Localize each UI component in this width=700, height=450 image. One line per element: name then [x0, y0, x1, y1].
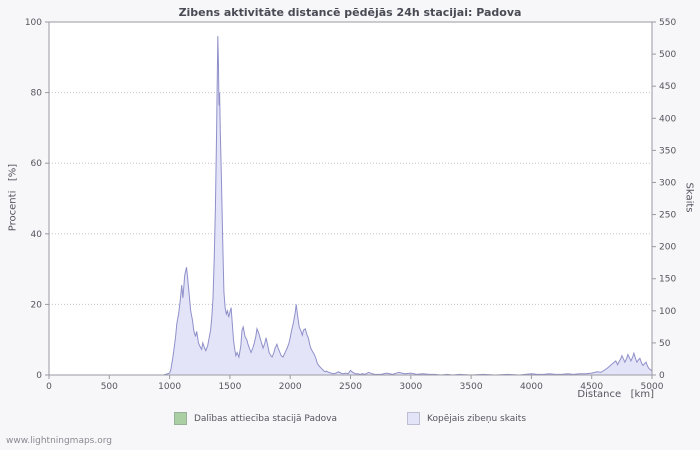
svg-text:40: 40: [31, 230, 43, 240]
svg-text:20: 20: [31, 300, 43, 310]
legend-label-total-count: Kopējais zibeņu skaits: [427, 413, 527, 424]
svg-text:1500: 1500: [218, 382, 241, 392]
svg-text:4000: 4000: [520, 382, 543, 392]
legend-item-ratio: Dalības attiecība stacijā Padova: [173, 412, 338, 425]
lightningmaps-link[interactable]: www.lightningmaps.org: [6, 436, 112, 446]
svg-text:100: 100: [659, 307, 676, 317]
legend-swatch-total-count: [407, 412, 421, 425]
svg-text:2500: 2500: [339, 382, 362, 392]
svg-text:300: 300: [659, 178, 676, 188]
svg-text:1000: 1000: [158, 382, 181, 392]
legend-label-ratio: Dalības attiecība stacijā Padova: [193, 413, 338, 424]
svg-text:500: 500: [659, 50, 676, 60]
chart-legend: Dalības attiecība stacijā Padova Kopējai…: [0, 412, 700, 425]
y-axis-label-right: Skaits: [683, 182, 695, 213]
svg-text:80: 80: [31, 89, 43, 99]
x-axis-label: Distance [km]: [577, 389, 654, 400]
svg-text:4500: 4500: [580, 382, 603, 392]
svg-text:250: 250: [659, 211, 676, 221]
page-title: Zibens aktivitāte distancē pēdējās 24h s…: [178, 6, 522, 19]
legend-swatch-ratio: [173, 412, 187, 425]
y-axis-label-left: Procenti [%]: [7, 163, 19, 232]
svg-text:400: 400: [659, 114, 676, 124]
svg-text:450: 450: [659, 82, 676, 92]
svg-text:2000: 2000: [279, 382, 302, 392]
legend-item-total-count: Kopējais zibeņu skaits: [407, 412, 526, 425]
svg-text:3500: 3500: [460, 382, 483, 392]
svg-text:5000: 5000: [641, 382, 664, 392]
svg-text:500: 500: [101, 382, 118, 392]
svg-text:0: 0: [46, 382, 52, 392]
svg-text:100: 100: [25, 18, 42, 28]
svg-text:50: 50: [659, 339, 671, 349]
svg-text:3000: 3000: [399, 382, 422, 392]
svg-text:150: 150: [659, 275, 676, 285]
svg-text:0: 0: [36, 371, 42, 381]
svg-text:60: 60: [31, 159, 43, 169]
svg-text:200: 200: [659, 243, 676, 253]
svg-text:350: 350: [659, 146, 676, 156]
svg-text:550: 550: [659, 18, 676, 28]
svg-text:0: 0: [659, 371, 665, 381]
